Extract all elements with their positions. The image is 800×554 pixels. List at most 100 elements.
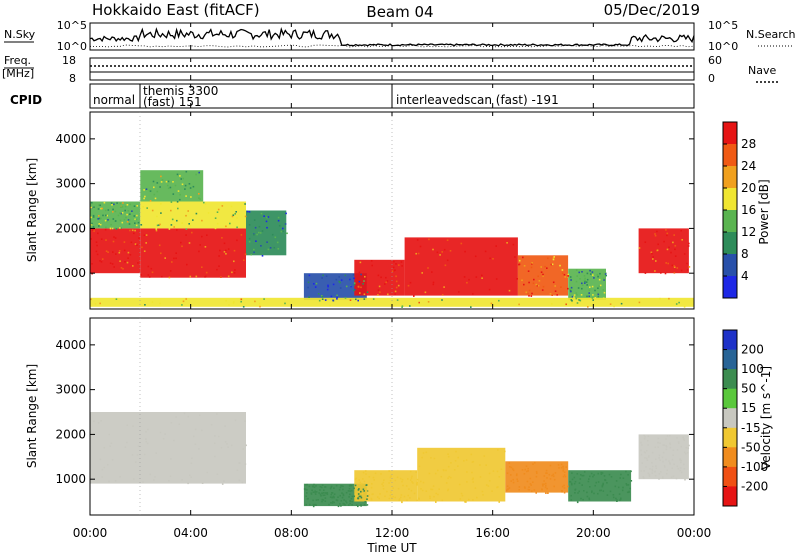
velocity-speckle — [218, 435, 220, 438]
velocity-speckle — [563, 484, 565, 487]
velocity-speckle — [518, 486, 521, 488]
power-speckle — [98, 215, 100, 217]
power-speckle — [567, 275, 569, 277]
velocity-speckle — [683, 439, 685, 442]
velocity-speckle — [560, 463, 563, 466]
velocity-speckle — [563, 474, 566, 476]
power-speckle — [234, 269, 236, 271]
power-speckle — [114, 237, 117, 239]
velocity-speckle — [355, 495, 358, 498]
velocity-speckle — [586, 495, 589, 498]
velocity-speckle — [506, 472, 509, 474]
power-speckle — [227, 248, 230, 250]
velocity-speckle — [553, 478, 556, 481]
velocity-speckle — [626, 491, 629, 494]
velocity-speckle — [210, 423, 213, 426]
power-speckle — [97, 232, 99, 235]
power-speckle — [395, 275, 397, 278]
velocity-speckle — [342, 493, 345, 496]
power-ytick-label: 4000 — [55, 132, 86, 146]
power-speckle — [320, 295, 323, 297]
power-speckle — [377, 289, 380, 291]
velocity-speckle — [600, 471, 602, 474]
velocity-colorbar: 200 100 50 15 -15 -50 -100 -200 — [722, 329, 768, 507]
power-speckle — [192, 185, 195, 188]
power-speckle — [277, 248, 280, 250]
power-speckle — [396, 299, 399, 301]
power-speckle — [145, 234, 148, 236]
velocity-speckle — [510, 474, 512, 476]
power-speckle — [133, 205, 136, 207]
velocity-speckle — [606, 482, 608, 484]
power-speckle — [106, 220, 108, 223]
power-speckle — [565, 303, 567, 306]
power-speckle — [325, 275, 328, 277]
velocity-speckle — [447, 489, 449, 492]
velocity-speckle — [312, 491, 315, 493]
power-speckle — [392, 266, 395, 269]
velocity-speckle — [669, 443, 672, 446]
velocity-speckle — [642, 476, 645, 478]
power-speckle — [240, 234, 243, 236]
power-speckle — [573, 294, 576, 296]
power-speckle — [470, 306, 472, 308]
power-speckle — [246, 210, 249, 213]
power-speckle — [384, 283, 386, 285]
power-speckle — [588, 292, 590, 294]
velocity-speckle — [580, 474, 582, 476]
velocity-speckle — [437, 493, 439, 496]
velocity-speckle — [529, 483, 532, 485]
power-speckle — [586, 278, 589, 281]
power-speckle — [308, 274, 311, 277]
power-speckle — [449, 250, 452, 252]
velocity-speckle — [388, 470, 390, 472]
velocity-colorbar-tick-label: -15 — [741, 421, 761, 435]
power-speckle — [518, 259, 521, 262]
velocity-speckle — [111, 459, 114, 461]
velocity-speckle — [586, 491, 588, 494]
velocity-speckle — [565, 466, 567, 468]
power-speckle — [364, 275, 366, 278]
power-speckle — [99, 204, 101, 207]
power-region-11 — [638, 228, 689, 274]
power-speckle — [173, 226, 175, 228]
power-speckle — [218, 255, 220, 257]
velocity-speckle — [437, 469, 439, 472]
power-speckle — [168, 276, 171, 279]
velocity-speckle — [131, 454, 134, 456]
power-speckle — [597, 292, 599, 295]
velocity-speckle — [368, 494, 370, 496]
power-speckle — [135, 224, 138, 227]
velocity-speckle — [448, 475, 450, 478]
power-speckle — [126, 213, 128, 216]
velocity-speckle — [582, 498, 584, 501]
velocity-speckle — [313, 503, 316, 506]
velocity-speckle — [309, 503, 311, 506]
velocity-speckle — [317, 499, 319, 501]
power-speckle — [100, 217, 102, 220]
power-speckle — [441, 251, 443, 253]
power-speckle — [98, 204, 100, 206]
power-speckle — [240, 300, 242, 303]
power-speckle — [136, 244, 138, 246]
power-region-2 — [140, 228, 246, 278]
velocity-speckle — [324, 500, 327, 502]
power-speckle — [357, 299, 359, 302]
velocity-speckle — [655, 467, 658, 469]
velocity-speckle — [388, 482, 390, 484]
velocity-speckle — [601, 472, 604, 474]
power-speckle — [199, 198, 201, 200]
power-speckle — [654, 233, 656, 235]
velocity-speckle — [625, 470, 627, 473]
power-speckle — [111, 263, 114, 265]
power-speckle — [656, 230, 658, 233]
power-speckle — [169, 186, 172, 189]
power-speckle — [338, 280, 340, 283]
velocity-speckle — [137, 445, 140, 447]
velocity-speckle — [306, 492, 308, 494]
power-speckle — [588, 289, 591, 291]
power-speckle — [232, 302, 235, 304]
velocity-speckle — [524, 468, 526, 471]
power-speckle — [575, 269, 578, 271]
velocity-speckle — [242, 448, 245, 450]
